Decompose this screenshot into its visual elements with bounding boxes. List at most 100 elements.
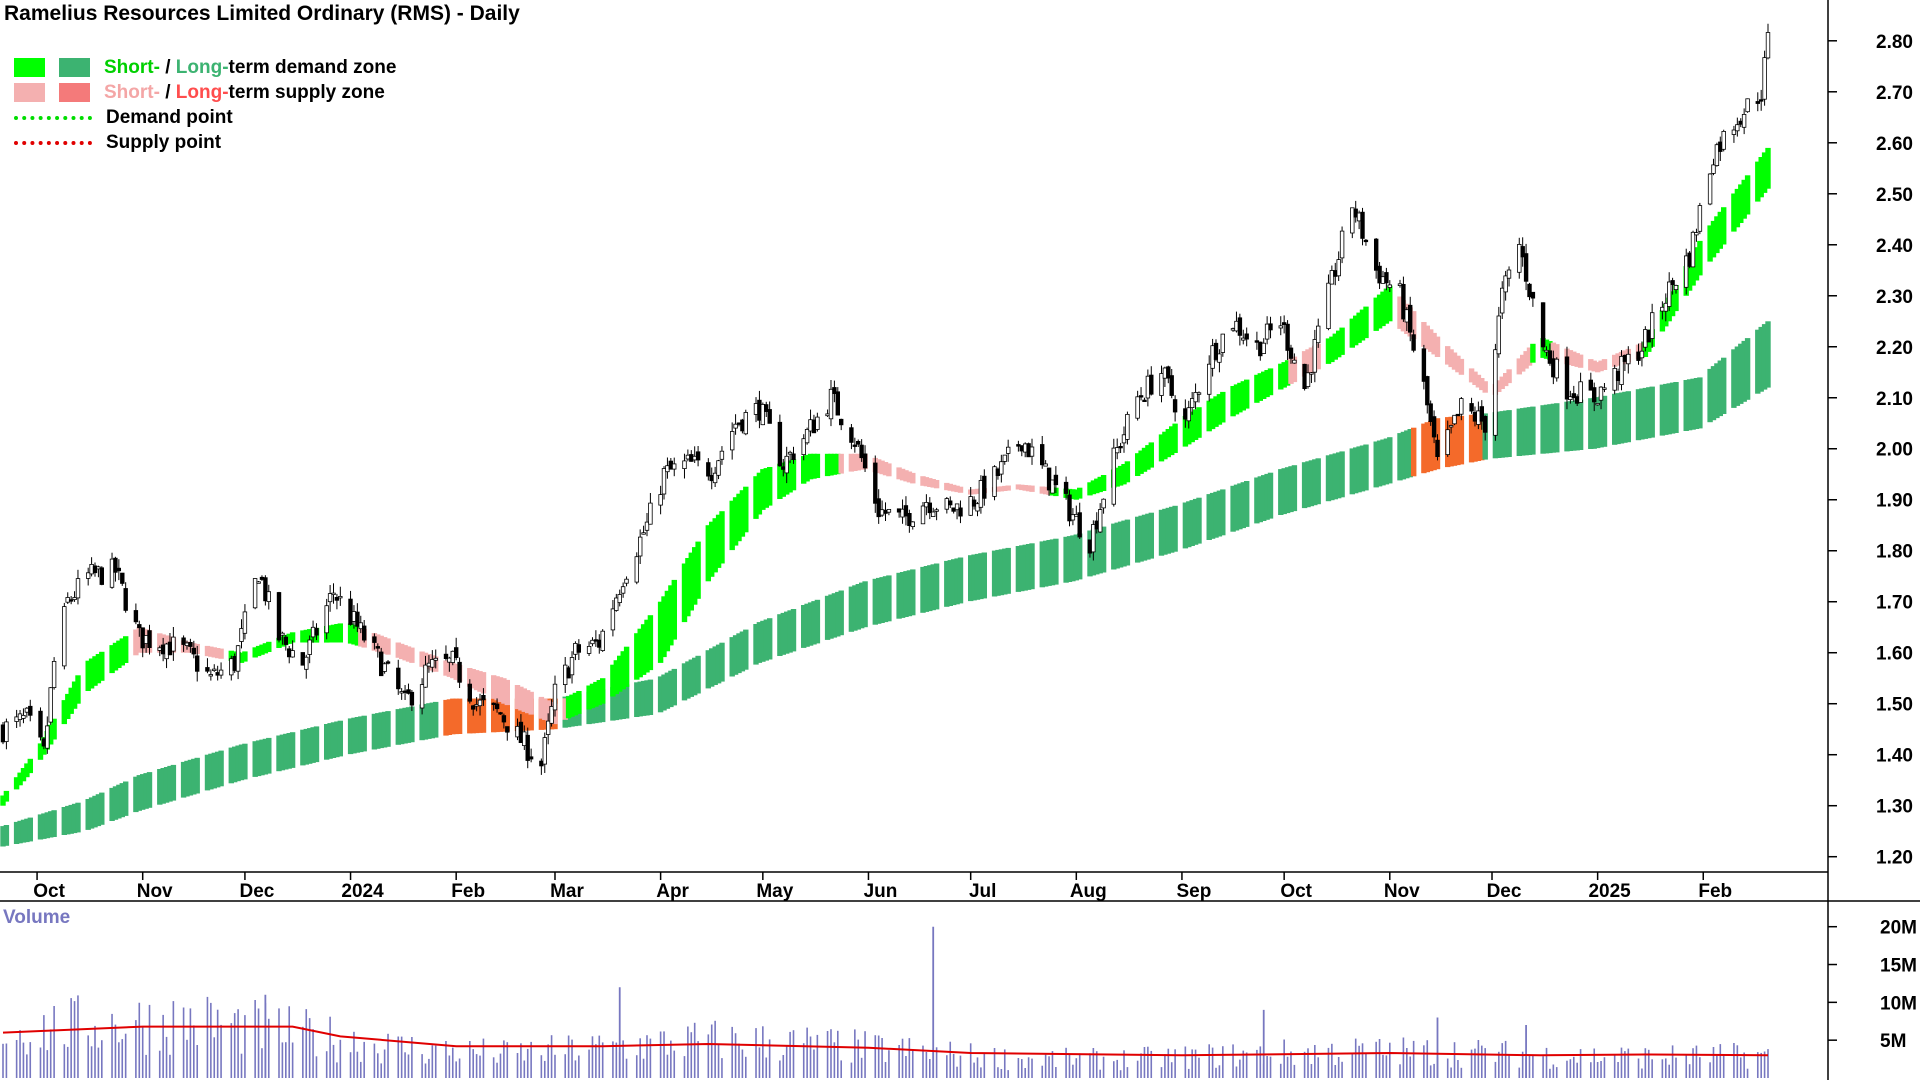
long-term-zone-slice [1639, 388, 1645, 440]
candle-body [181, 637, 186, 645]
long-term-zone-slice [848, 586, 855, 632]
candle-body [191, 647, 196, 655]
candle-body [948, 500, 953, 506]
candle-body [481, 695, 486, 701]
short-term-zone-slice [753, 476, 759, 519]
long-term-zone-slice [525, 698, 531, 731]
long-term-zone-slice [998, 549, 1005, 596]
candle-body [338, 596, 343, 599]
short-term-zone-slice [395, 642, 401, 658]
long-term-zone-slice [1714, 363, 1720, 419]
candle-body [1714, 144, 1720, 166]
short-term-zone-slice [1738, 184, 1744, 223]
candle-body [205, 667, 210, 672]
long-term-zone-slice [634, 682, 640, 717]
short-term-zone-slice [1070, 489, 1076, 500]
long-term-zone-slice [255, 740, 262, 777]
volume-y-tick-label: 15M [1880, 956, 1917, 977]
long-term-zone-slice [1315, 458, 1321, 505]
long-term-zone-slice [1111, 523, 1117, 570]
long-term-zone-slice [327, 723, 333, 759]
short-term-zone-slice [804, 454, 810, 482]
short-term-zone-slice [528, 691, 534, 715]
long-term-zone-slice [521, 698, 527, 731]
long-term-zone-slice [497, 698, 504, 732]
short-term-zone-slice [1308, 347, 1315, 373]
short-term-zone-slice [1376, 294, 1383, 329]
long-term-zone-slice [1595, 397, 1601, 449]
long-term-zone-slice [1400, 431, 1407, 480]
short-term-zone-slice [266, 641, 272, 652]
x-tick-label: Feb [1698, 881, 1732, 902]
long-term-zone-slice [600, 689, 606, 723]
short-term-zone-slice [586, 685, 592, 710]
long-term-zone-slice [337, 720, 343, 757]
long-term-zone-slice [443, 699, 449, 736]
short-term-zone-slice [402, 645, 408, 661]
short-term-zone-slice [109, 645, 115, 674]
short-term-zone-slice [1284, 360, 1291, 386]
candle-body [1067, 494, 1072, 522]
long-term-zone-slice [1117, 521, 1124, 568]
candle-body [1483, 415, 1488, 433]
long-term-zone-slice [300, 729, 306, 766]
short-term-zone-slice [1421, 322, 1427, 347]
short-term-zone-slice [1496, 380, 1502, 392]
short-term-zone-slice [218, 648, 224, 659]
long-term-zone-slice [756, 622, 763, 663]
long-term-zone-slice [361, 715, 367, 752]
candle-body [1527, 283, 1532, 298]
short-term-zone-slice [1169, 426, 1175, 456]
candle-body [931, 511, 936, 517]
candle-body [1384, 272, 1389, 284]
short-term-zone-slice [998, 486, 1005, 492]
short-term-zone-slice [1744, 175, 1751, 215]
short-term-zone-slice [835, 453, 841, 475]
candle-body [235, 645, 241, 672]
candle-body [730, 431, 735, 451]
short-term-zone-slice [497, 677, 504, 702]
short-term-zone-slice [1332, 333, 1338, 360]
long-term-zone-slice [477, 698, 483, 733]
short-term-zone-slice [48, 724, 54, 745]
short-term-zone-slice [1359, 309, 1366, 341]
short-term-zone-slice [1090, 480, 1097, 495]
short-term-zone-slice [1353, 315, 1359, 346]
long-term-zone-slice [753, 624, 759, 665]
candle-body [1408, 304, 1413, 333]
long-term-zone-slice [1220, 489, 1226, 536]
long-term-zone-slice [978, 553, 984, 600]
short-term-zone-slice [637, 628, 643, 678]
short-term-zone-slice [712, 518, 718, 573]
short-term-zone-slice [644, 619, 650, 673]
long-term-zone-slice [968, 555, 974, 602]
candle-body [1479, 406, 1484, 422]
long-term-zone-slice [303, 728, 309, 765]
long-term-zone-slice [1196, 497, 1202, 544]
long-term-zone-slice [99, 792, 105, 825]
legend-demand-rest: term demand zone [228, 57, 397, 78]
candle-body [682, 460, 687, 469]
long-term-zone-slice [266, 737, 272, 774]
short-term-zone-slice [1448, 349, 1454, 368]
short-term-zone-slice [623, 646, 630, 687]
short-term-zone-slice [259, 644, 265, 655]
short-term-zone-slice [1363, 306, 1369, 339]
candle-body [1292, 359, 1297, 364]
short-term-zone-slice [1172, 423, 1178, 453]
short-term-zone-slice [1019, 484, 1025, 491]
candle-body [1377, 265, 1382, 284]
short-term-zone-slice [85, 660, 91, 691]
candle-body [528, 756, 534, 760]
long-term-zone-slice [1182, 502, 1189, 549]
short-term-zone-slice [542, 698, 548, 720]
long-term-zone-slice [743, 629, 749, 670]
short-term-zone-slice [1189, 411, 1195, 443]
long-term-zone-slice [180, 761, 187, 798]
short-term-zone-slice [903, 470, 909, 482]
short-term-zone-slice [112, 642, 119, 671]
long-term-zone-slice [48, 811, 54, 838]
long-term-zone-slice [1659, 384, 1666, 436]
legend-supply-point-label: Supply point [106, 132, 222, 153]
short-term-zone-slice [276, 637, 282, 648]
